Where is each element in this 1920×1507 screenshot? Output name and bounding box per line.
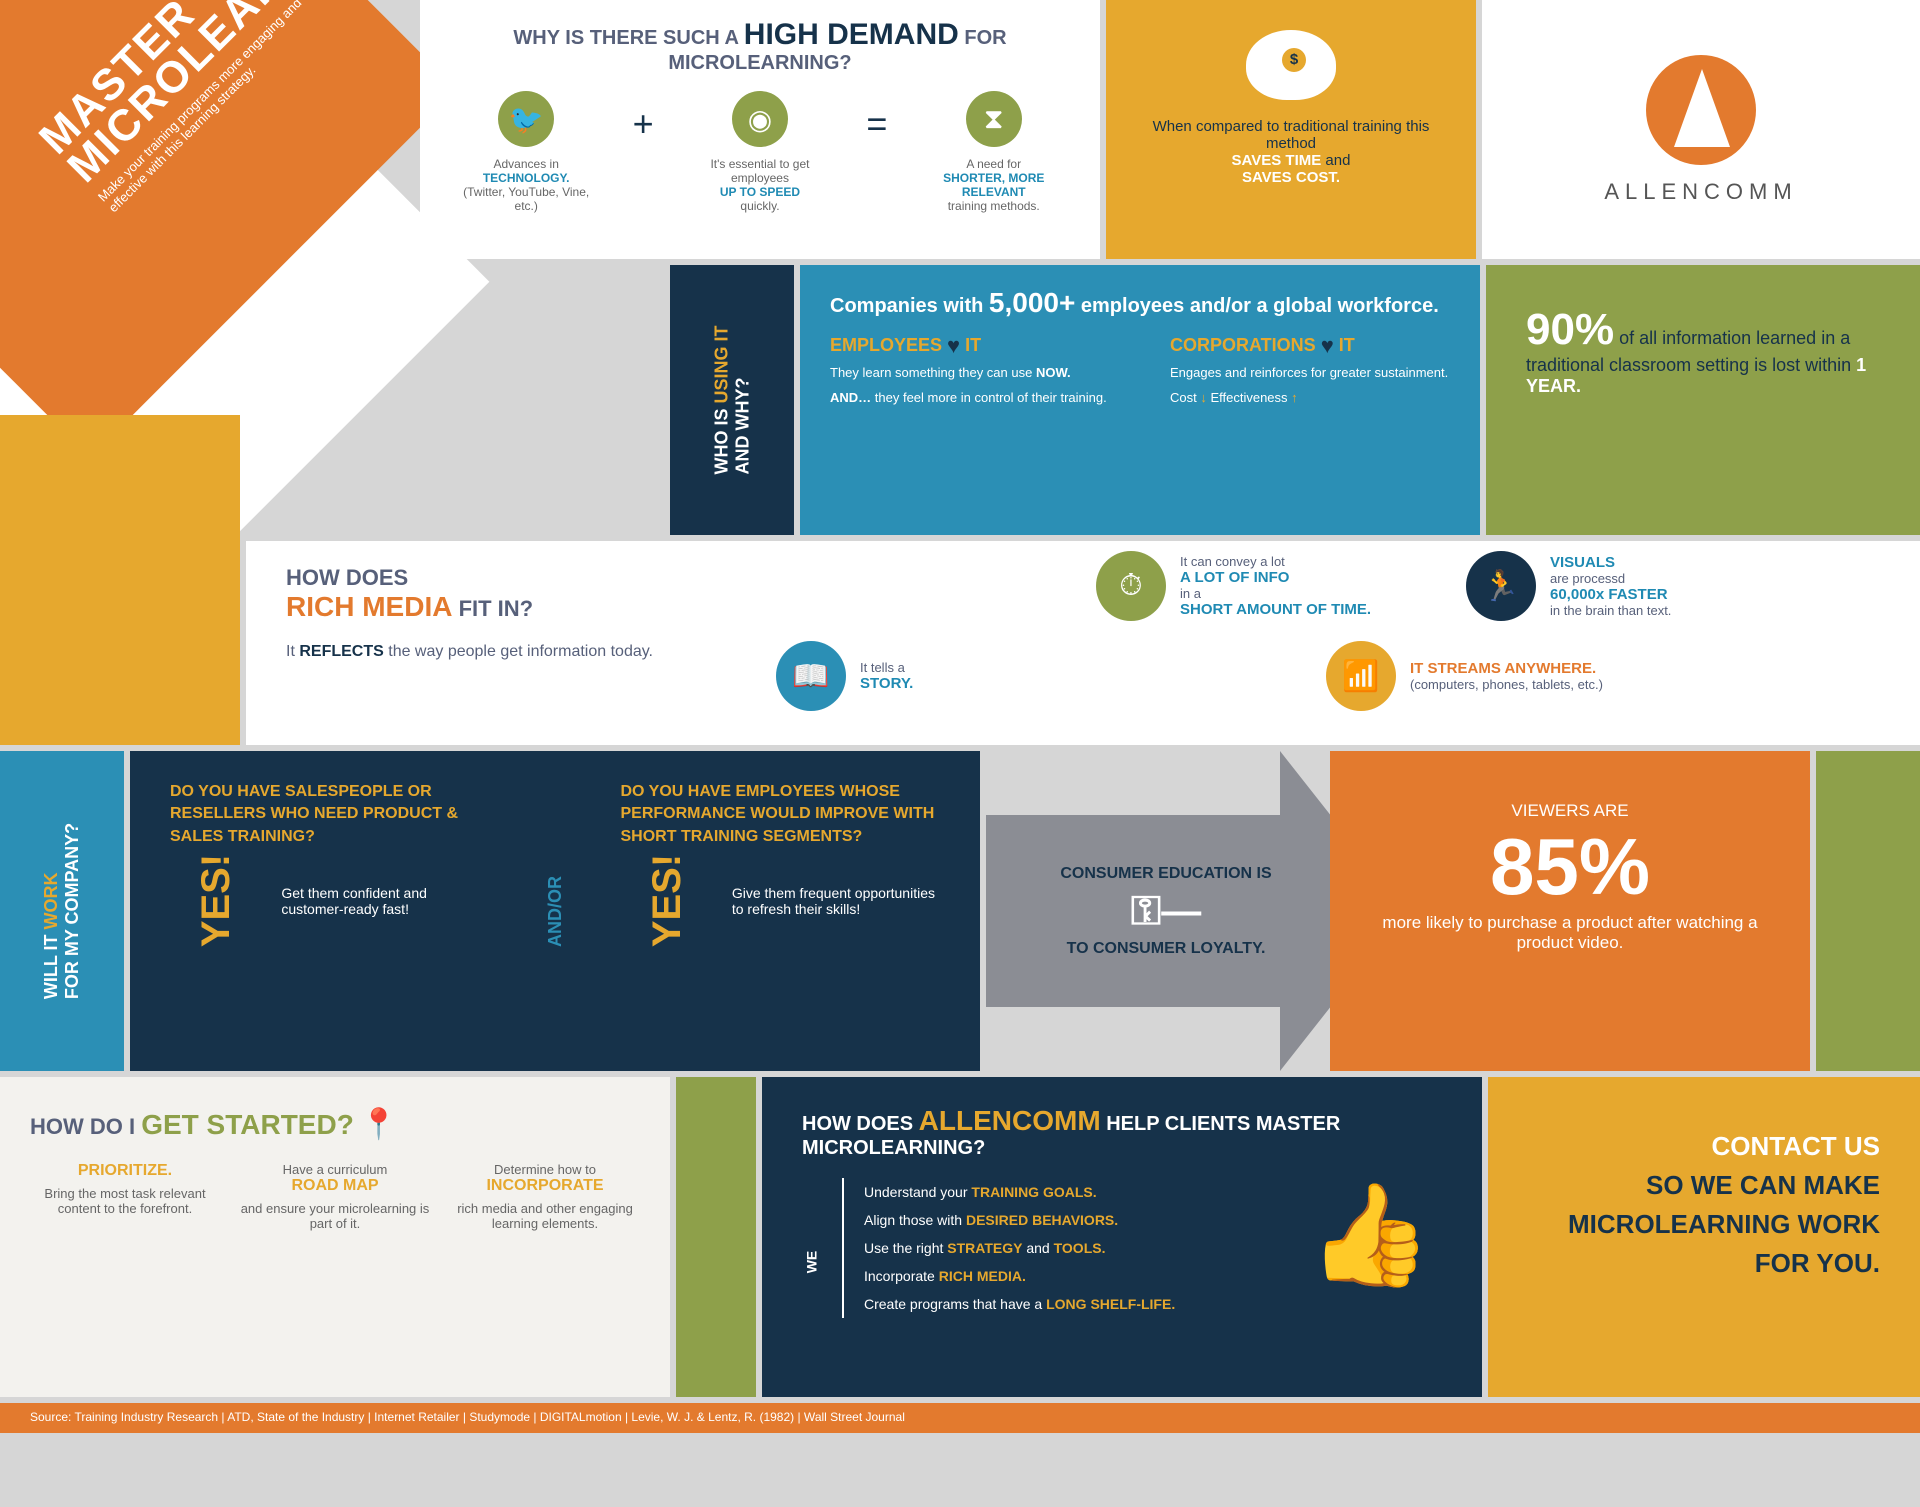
will-work-label: WILL IT WORKFOR MY COMPANY? bbox=[0, 751, 124, 1071]
using-panel: Companies with 5,000+ employees and/or a… bbox=[800, 265, 1480, 535]
runner-icon: 🏃 bbox=[1466, 551, 1536, 621]
andor-label: AND/OR bbox=[545, 876, 566, 947]
heart-icon: ♥ bbox=[1321, 333, 1334, 359]
corporations-col: CORPORATIONS ♥ ITEngages and reinforces … bbox=[1170, 333, 1450, 415]
contact-panel: CONTACT USSO WE CAN MAKE MICROLEARNING W… bbox=[1488, 1077, 1920, 1397]
company-panel: DO YOU HAVE SALESPEOPLE OR RESELLERS WHO… bbox=[130, 751, 980, 1071]
olive-block bbox=[1816, 751, 1920, 1071]
piggybank-icon bbox=[1246, 30, 1336, 100]
runner-tile: 🏃VISUALS are processd60,000x FASTERin th… bbox=[1466, 551, 1806, 621]
gold-block bbox=[0, 415, 240, 745]
gs-col-1: PRIORITIZE.Bring the most task relevant … bbox=[30, 1162, 220, 1231]
q1-col: DO YOU HAVE SALESPEOPLE OR RESELLERS WHO… bbox=[170, 781, 490, 923]
viewers-85-panel: VIEWERS ARE85%more likely to purchase a … bbox=[1330, 751, 1810, 1071]
gs-heading: HOW DO I GET STARTED? 📍 bbox=[30, 1107, 640, 1142]
demand-col-speed: ◉It's essential to get employeesUP TO SP… bbox=[690, 91, 830, 213]
get-started-panel: HOW DO I GET STARTED? 📍 PRIORITIZE.Bring… bbox=[0, 1077, 670, 1397]
key-icon: ⚿— bbox=[1131, 889, 1201, 934]
pin-icon: 📍 bbox=[360, 1108, 397, 1141]
wifi-tile: 📶IT STREAMS ANYWHERE.(computers, phones,… bbox=[1326, 641, 1726, 711]
gauge-icon: ◉ bbox=[732, 91, 788, 147]
q2-col: DO YOU HAVE EMPLOYEES WHOSE PERFORMANCE … bbox=[621, 781, 941, 923]
employees-col: EMPLOYEES ♥ ITThey learn something they … bbox=[830, 333, 1110, 415]
gs-col-2: Have a curriculumROAD MAPand ensure your… bbox=[240, 1162, 430, 1231]
demand-col-short: ⧗A need forSHORTER, MORE RELEVANTtrainin… bbox=[924, 91, 1064, 213]
gs-col-3: Determine how toINCORPORATErich media an… bbox=[450, 1162, 640, 1231]
heart-icon: ♥ bbox=[947, 333, 960, 359]
olive-block-2 bbox=[676, 1077, 756, 1397]
demand-col-tech: 🐦Advances inTECHNOLOGY.(Twitter, YouTube… bbox=[456, 91, 596, 213]
demand-heading: WHY IS THERE SUCH A HIGH DEMAND FOR MICR… bbox=[438, 18, 1082, 75]
logo-panel: ALLENCOMM bbox=[1482, 0, 1920, 259]
footer-block bbox=[0, 1433, 1920, 1507]
stat-90-panel: 90% of all information learned in a trad… bbox=[1486, 265, 1920, 535]
demand-panel: WHY IS THERE SUCH A HIGH DEMAND FOR MICR… bbox=[420, 0, 1100, 259]
wifi-icon: 📶 bbox=[1326, 641, 1396, 711]
help-heading: HOW DOES ALLENCOMM HELP CLIENTS MASTER M… bbox=[802, 1105, 1442, 1160]
book-icon: 📖 bbox=[776, 641, 846, 711]
help-panel: HOW DOES ALLENCOMM HELP CLIENTS MASTER M… bbox=[762, 1077, 1482, 1397]
book-tile: 📖It tells aSTORY. bbox=[776, 641, 996, 711]
sources-bar: Source: Training Industry Research | ATD… bbox=[0, 1403, 1920, 1433]
allencomm-logo-icon bbox=[1646, 55, 1756, 165]
hourglass-icon: ⧗ bbox=[966, 91, 1022, 147]
stopwatch-icon: ⏱ bbox=[1096, 551, 1166, 621]
up-arrow-icon: ↑ bbox=[1291, 390, 1298, 405]
who-label: WHO IS USING ITAND WHY? bbox=[670, 265, 794, 535]
plus-icon: + bbox=[633, 103, 654, 145]
logo-text: ALLENCOMM bbox=[1604, 179, 1797, 205]
rich-media-panel: HOW DOESRICH MEDIA FIT IN? It REFLECTS t… bbox=[246, 541, 1920, 745]
using-heading: Companies with 5,000+ employees and/or a… bbox=[830, 287, 1450, 319]
twitter-icon: 🐦 bbox=[498, 91, 554, 147]
thumbs-up-icon: 👍 bbox=[1307, 1177, 1432, 1294]
saves-panel: When compared to traditional training th… bbox=[1106, 0, 1476, 259]
equals-icon: = bbox=[866, 103, 887, 145]
stopwatch-tile: ⏱It can convey a lotA LOT OF INFO in aSH… bbox=[1096, 551, 1416, 621]
